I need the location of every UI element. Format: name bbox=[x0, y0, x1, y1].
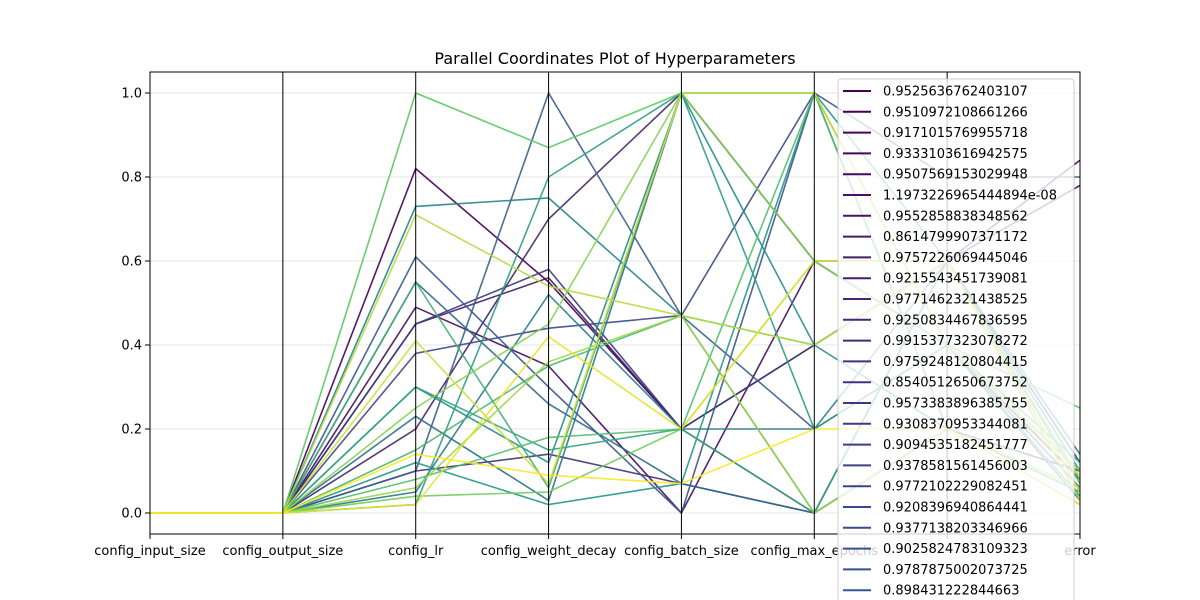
legend-entry: 0.8614799907371172 bbox=[883, 230, 1028, 245]
legend-entry: 0.9215543451739081 bbox=[883, 272, 1028, 287]
legend-entry: 0.9025824783109323 bbox=[883, 542, 1028, 557]
y-tick-label: 0.0 bbox=[121, 507, 142, 522]
legend-entry: 0.9377138203346966 bbox=[883, 521, 1028, 536]
legend-entry: 0.898431222844663 bbox=[883, 584, 1019, 599]
legend-entry: 0.9573383896385755 bbox=[883, 397, 1028, 412]
legend: 0.9525636762403107 0.9510972108661266 0.91… bbox=[837, 78, 1075, 600]
legend-entry: 0.9333103616942575 bbox=[883, 147, 1028, 162]
legend-entry: 0.9308370953344081 bbox=[883, 417, 1028, 432]
y-axis-ticks: 0.0 0.2 0.4 0.6 0.8 1.0 bbox=[121, 87, 150, 522]
y-tick-label: 0.6 bbox=[121, 255, 142, 270]
x-tick-label: config_input_size bbox=[94, 544, 205, 559]
x-tick-label: config_weight_decay bbox=[481, 544, 617, 559]
legend-entry: 0.9171015769955718 bbox=[883, 126, 1028, 141]
legend-entry: 0.9378581561456003 bbox=[883, 459, 1028, 474]
x-tick-label: config_batch_size bbox=[624, 544, 739, 559]
legend-entry: 1.1973226965444894e-08 bbox=[883, 189, 1057, 204]
y-tick-label: 0.2 bbox=[121, 423, 142, 438]
legend-entry: 0.9094535182451777 bbox=[883, 438, 1028, 453]
x-tick-label: config_output_size bbox=[222, 544, 343, 559]
x-tick-label: config_lr bbox=[388, 544, 444, 559]
legend-entry: 0.8540512650673752 bbox=[883, 376, 1028, 391]
chart-title: Parallel Coordinates Plot of Hyperparame… bbox=[434, 49, 795, 68]
legend-entry: 0.9552858838348562 bbox=[883, 209, 1028, 224]
legend-entry: 0.9507569153029948 bbox=[883, 168, 1028, 183]
legend-entry: 0.9757226069445046 bbox=[883, 251, 1028, 266]
legend-entry: 0.9771462321438525 bbox=[883, 293, 1028, 308]
y-tick-label: 0.8 bbox=[121, 171, 142, 186]
y-tick-label: 1.0 bbox=[121, 87, 142, 102]
legend-entry: 0.9510972108661266 bbox=[883, 105, 1028, 120]
y-tick-label: 0.4 bbox=[121, 339, 142, 354]
legend-box bbox=[837, 78, 1075, 600]
legend-entry: 0.9915377323078272 bbox=[883, 334, 1028, 349]
legend-entry: 0.9525636762403107 bbox=[883, 85, 1028, 100]
legend-entry: 0.9208396940864441 bbox=[883, 501, 1028, 516]
plot-frame bbox=[149, 71, 1081, 535]
legend-entry: 0.9772102229082451 bbox=[883, 480, 1028, 495]
legend-entry: 0.9787875002073725 bbox=[883, 563, 1028, 578]
legend-entry: 0.9759248120804415 bbox=[883, 355, 1028, 370]
legend-entry: 0.9250834467836595 bbox=[883, 313, 1028, 328]
